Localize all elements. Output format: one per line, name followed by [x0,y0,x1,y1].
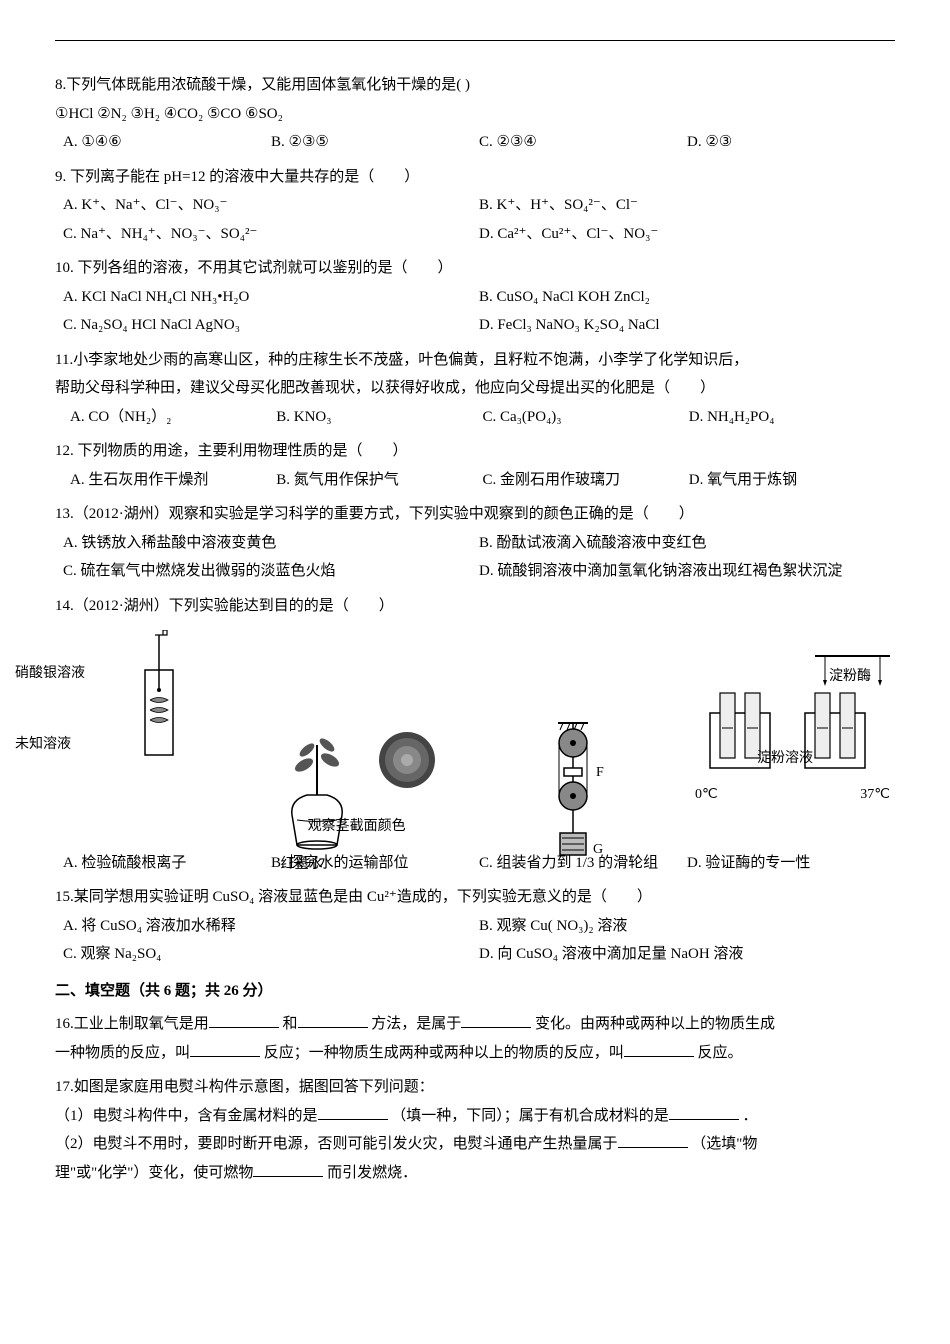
q15-opt-b: B. 观察 Cu( NO₃)₂ 溶液 [479,912,895,941]
q8-opt-a: A. ①④⑥ [63,128,271,157]
q8-opt-b: B. ②③⑤ [271,128,479,157]
q14-opt-b: B. 探究水的运输部位 [271,849,479,878]
q14-opt-a: A. 检验硫酸根离子 [63,849,271,878]
blank [190,1042,260,1057]
q9-opt-b: B. K⁺、H⁺、SO₄²⁻、Cl⁻ [479,191,895,220]
q9-stem: 9. 下列离子能在 pH=12 的溶液中大量共存的是（ ） [55,163,895,192]
question-14: 14.（2012·湖州）下列实验能达到目的的是（ ） 硝酸银溶液 未知溶液 [55,592,895,878]
q11-stem2: 帮助父母科学种田，建议父母买化肥改善现状，以获得好收成，他应向父母提出买的化肥是… [55,374,895,403]
q17-p1c: ． [743,1108,758,1124]
q12-opt-b: B. 氮气用作保护气 [276,466,482,495]
diagram-d-temp2: 37℃ [860,782,890,809]
question-12: 12. 下列物质的用途，主要利用物理性质的是（ ） A. 生石灰用作干燥剂 B.… [55,437,895,494]
q8-opt-d: D. ②③ [687,128,895,157]
q12-stem: 12. 下列物质的用途，主要利用物理性质的是（ ） [55,437,895,466]
question-16: 16.工业上制取氧气是用 和 方法，是属于 变化。由两种或两种以上的物质生成 一… [55,1010,895,1067]
q11-opt-b: B. KNO₃ [276,403,482,432]
diagram-a-label1: 硝酸银溶液 [15,661,85,688]
q8-items: ①HCl ②N₂ ③H₂ ④CO₂ ⑤CO ⑥SO₂ [55,100,895,129]
diagram-d-label1: 淀粉酶 [820,664,880,691]
q17-p1a: （1）电熨斗构件中，含有金属材料的是 [55,1108,318,1124]
diagram-a-label2: 未知溶液 [15,732,85,759]
q13-opt-a: A. 铁锈放入稀盐酸中溶液变黄色 [63,529,479,558]
q9-opt-a: A. K⁺、Na⁺、Cl⁻、NO₃⁻ [63,191,479,220]
svg-text:F: F [596,765,604,780]
diagram-d-temp1: 0℃ [695,782,718,809]
q8-stem: 8.下列气体既能用浓硫酸干燥，又能用固体氢氧化钠干燥的是( ) [55,71,895,100]
q10-opt-d: D. FeCl₃ NaNO₃ K₂SO₄ NaCl [479,311,895,340]
q14-opt-c: C. 组装省力到 1/3 的滑轮组 [479,849,687,878]
question-13: 13.（2012·湖州）观察和实验是学习科学的重要方式，下列实验中观察到的颜色正… [55,500,895,586]
q9-opt-d: D. Ca²⁺、Cu²⁺、Cl⁻、NO₃⁻ [479,220,895,249]
section-2-title: 二、填空题（共 6 题；共 26 分） [55,977,895,1006]
q9-opt-c: C. Na⁺、NH₄⁺、NO₃⁻、SO₄²⁻ [63,220,479,249]
q11-opt-d: D. NH₄H₂PO₄ [689,403,895,432]
blank [209,1013,279,1028]
q11-opt-c: C. Ca₃(PO₄)₃ [483,403,689,432]
q10-stem: 10. 下列各组的溶液，不用其它试剂就可以鉴别的是（ ） [55,254,895,283]
q16-p2c: 反应。 [698,1045,743,1061]
q16-p2b: 反应；一种物质生成两种或两种以上的物质的反应，叫 [264,1045,624,1061]
q13-opt-c: C. 硫在氧气中燃烧发出微弱的淡蓝色火焰 [63,557,479,586]
blank [624,1042,694,1057]
q16-p1d: 变化。由两种或两种以上的物质生成 [535,1016,775,1032]
q12-opt-c: C. 金刚石用作玻璃刀 [483,466,689,495]
q15-stem: 15.某同学想用实验证明 CuSO₄ 溶液显蓝色是由 Cu²⁺造成的，下列实验无… [55,883,895,912]
q17-p2a: （2）电熨斗不用时，要即时断开电源，否则可能引发火灾，电熨斗通电产生热量属于 [55,1136,618,1152]
question-10: 10. 下列各组的溶液，不用其它试剂就可以鉴别的是（ ） A. KCl NaCl… [55,254,895,340]
q13-stem: 13.（2012·湖州）观察和实验是学习科学的重要方式，下列实验中观察到的颜色正… [55,500,895,529]
question-17: 17.如图是家庭用电熨斗构件示意图，据图回答下列问题： （1）电熨斗构件中，含有… [55,1073,895,1187]
q11-opt-a: A. CO（NH₂）₂ [70,403,276,432]
q14-diagrams: 硝酸银溶液 未知溶液 观察茎截面颜色 红墨水 [55,630,895,879]
q17-stem: 17.如图是家庭用电熨斗构件示意图，据图回答下列问题： [55,1073,895,1102]
q17-p2b: （选填"物 [691,1136,757,1152]
q11-stem1: 11.小李家地处少雨的高寒山区，种的庄稼生长不茂盛，叶色偏黄，且籽粒不饱满，小李… [55,346,895,375]
q16-p1a: 16.工业上制取氧气是用 [55,1016,209,1032]
q12-opt-a: A. 生石灰用作干燥剂 [70,466,276,495]
question-9: 9. 下列离子能在 pH=12 的溶液中大量共存的是（ ） A. K⁺、Na⁺、… [55,163,895,249]
q15-opt-d: D. 向 CuSO₄ 溶液中滴加足量 NaOH 溶液 [479,940,895,969]
blank [253,1162,323,1177]
blank [669,1105,739,1120]
q17-p1b: （填一种，下同）；属于有机合成材料的是 [391,1108,669,1124]
blank [298,1013,368,1028]
q12-opt-d: D. 氧气用于炼钢 [689,466,895,495]
question-15: 15.某同学想用实验证明 CuSO₄ 溶液显蓝色是由 Cu²⁺造成的，下列实验无… [55,883,895,969]
blank [618,1133,688,1148]
q16-p1c: 方法，是属于 [371,1016,461,1032]
blank [318,1105,388,1120]
q13-opt-d: D. 硫酸铜溶液中滴加氢氧化钠溶液出现红褐色絮状沉淀 [479,557,895,586]
q10-opt-b: B. CuSO₄ NaCl KOH ZnCl₂ [479,283,895,312]
top-rule [55,40,895,41]
diagram-a: 硝酸银溶液 未知溶液 [55,630,195,879]
blank [461,1013,531,1028]
q8-opt-c: C. ②③④ [479,128,687,157]
q14-opt-d: D. 验证酶的专一性 [687,849,895,878]
q16-p2a: 一种物质的反应，叫 [55,1045,190,1061]
q10-opt-c: C. Na₂SO₄ HCl NaCl AgNO₃ [63,311,479,340]
q10-opt-a: A. KCl NaCl NH₄Cl NH₃•H₂O [63,283,479,312]
q13-opt-b: B. 酚酞试液滴入硫酸溶液中变红色 [479,529,895,558]
q15-opt-c: C. 观察 Na₂SO₄ [63,940,479,969]
q14-stem: 14.（2012·湖州）下列实验能达到目的的是（ ） [55,592,895,621]
diagram-d-label2: 淀粉溶液 [750,746,820,773]
q15-opt-a: A. 将 CuSO₄ 溶液加水稀释 [63,912,479,941]
question-11: 11.小李家地处少雨的高寒山区，种的庄稼生长不茂盛，叶色偏黄，且籽粒不饱满，小李… [55,346,895,432]
diagram-d: 淀粉酶 淀粉溶液 0℃ 37℃ [695,648,895,878]
q17-p3b: 而引发燃烧． [327,1165,417,1181]
q16-p1b: 和 [283,1016,298,1032]
question-8: 8.下列气体既能用浓硫酸干燥，又能用固体氢氧化钠干燥的是( ) ①HCl ②N₂… [55,71,895,157]
q17-p3a: 理"或"化学"）变化，使可燃物 [55,1165,253,1181]
